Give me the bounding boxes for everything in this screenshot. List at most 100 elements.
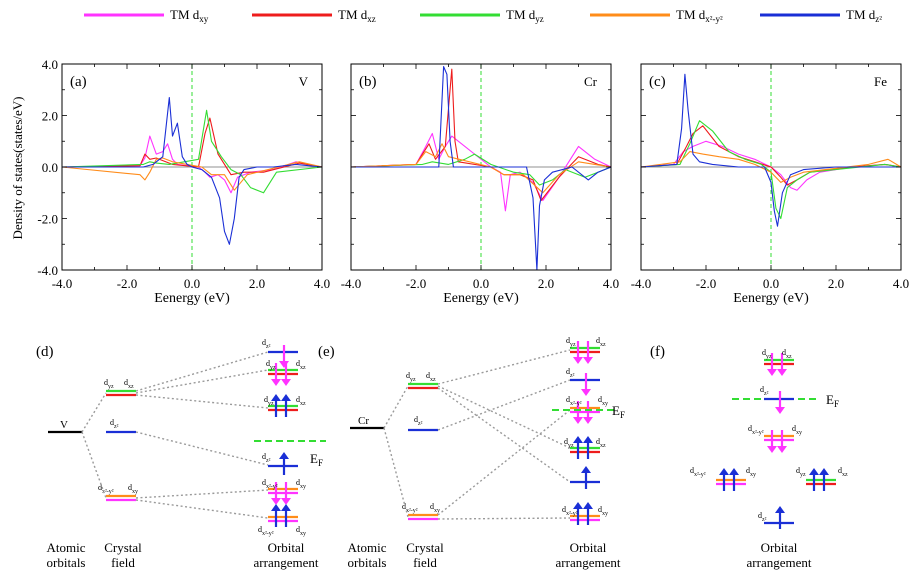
orbital-label-base: d [262,452,266,461]
series-line-2 [62,109,322,194]
crystal-label-base: d [128,483,132,492]
spin-up-arrow [819,468,829,475]
dos-panel-2: -4.0 -2.0 0.0 2.0 4.0 Eenergy (eV) (c) Fe [631,63,909,306]
crystal-label: dyz [104,378,114,390]
crystal-label: dxz [124,378,134,390]
orbital-arrangement-label: Orbital [570,540,607,555]
spin-down-arrow [767,369,777,376]
orbital-arrangement-label: arrangement [747,555,812,570]
spin-down-arrow [271,379,281,386]
dos-panels: -4.0 -2.0 0.0 2.0 4.0 4.0 2.0 0.0 -2.0 -4.0 Eenerg… [37,57,909,306]
orbital-label-base: d [792,424,796,433]
orbital-label: dxz [596,437,606,449]
orbital-label-base: d [796,466,800,475]
fermi-level-label: EF [826,392,839,409]
connector-line [135,499,269,519]
x-tick-label: -4.0 [341,276,362,291]
legend-entry-4: TM dz² [846,7,882,24]
orbital-arrangement-label: Orbital [761,540,798,555]
orbital-label: dx²-y² [262,478,278,490]
orbital-label: dyz [796,466,806,478]
orbital-label: dz² [262,452,271,464]
orbital-label: dxy [296,478,306,490]
spin-up-arrow [809,468,819,475]
spin-up-arrow [775,506,785,513]
crystal-label: dxz [426,371,436,383]
crystal-label-base: d [98,483,102,492]
atomic-orbitals-label: Atomic [47,540,86,555]
orbital-label-base: d [566,395,570,404]
spin-up-arrow [281,504,291,511]
crystal-label-base: d [414,415,418,424]
spin-down-arrow [583,357,593,364]
scheme-tag: (f) [650,344,665,360]
orbital-label: dx²-y² [258,525,274,537]
connector-line [437,385,571,449]
legend: TM dxy TM dxz TM dyz TM dx²-y² TM dz² [84,7,882,24]
x-axis-label: Eenergy (eV) [733,291,809,306]
crystal-label-sub: z² [418,421,423,427]
legend-entry-3-base: TM d [676,7,706,22]
x-tick-label: -4.0 [52,276,73,291]
legend-entry-4-base: TM d [846,7,876,22]
spin-down-arrow [775,407,785,414]
fermi-level-label-sub: F [620,410,625,420]
scheme-tag: (e) [318,344,335,360]
x-tick-label: 0.0 [763,276,779,291]
orbital-label-sub: xy [796,430,802,436]
orbital-label-base: d [262,338,266,347]
series-line-1 [62,117,322,176]
series-line-4 [641,73,901,227]
fermi-level-label-sub: F [318,458,323,468]
y-tick-label: 2.0 [42,109,58,124]
connector-line [437,517,571,520]
crystal-field-label: field [111,555,135,570]
connector-line [135,394,269,409]
spin-up-arrow [281,394,291,401]
fermi-level-label: EF [310,451,323,468]
connector-line [135,369,269,394]
x-tick-label: 4.0 [603,276,619,291]
orbital-label-sub: x²-y² [266,484,278,490]
spin-up-arrow [271,504,281,511]
legend-entry-1: TM dxz [338,7,376,24]
series-line-2 [641,120,901,220]
spin-up-arrow [573,502,583,509]
panel-tag: (b) [359,74,377,90]
orbital-label-base: d [296,395,300,404]
series-line-4 [351,66,611,270]
fermi-level-label-base: E [612,403,620,418]
orbital-label-base: d [262,478,266,487]
fermi-level-label-base: E [826,392,834,407]
series-line-1 [351,68,611,202]
panel-tag: (c) [649,74,666,90]
orbital-label-sub: xz [600,342,606,348]
spin-down-arrow [271,498,281,505]
connector-line [383,385,409,429]
legend-entry-0: TM dxy [170,7,209,24]
series-line-3 [641,151,901,183]
crystal-label-sub: yz [410,377,416,383]
spin-up-arrow [719,468,729,475]
orbital-label-base: d [598,505,602,514]
x-tick-label: 4.0 [893,276,909,291]
orbital-label-base: d [566,336,570,345]
orbital-label-sub: xy [750,472,756,478]
spin-up-arrow [583,502,593,509]
crystal-label-base: d [430,502,434,511]
crystal-label-base: d [110,418,114,427]
panel-element: Fe [874,74,887,89]
x-tick-label: 0.0 [184,276,200,291]
orbital-label-sub: xz [300,401,306,407]
orbital-label-base: d [782,348,786,357]
legend-entry-0-sub: xy [199,14,209,24]
x-tick-label: -2.0 [117,276,138,291]
orbital-label-sub: x²-y² [570,401,582,407]
connector-line [383,427,409,518]
orbital-label-base: d [762,348,766,357]
orbital-label-base: d [264,395,268,404]
connector-line [135,431,269,466]
series-line-3 [351,143,611,194]
series-line-2 [351,153,611,186]
